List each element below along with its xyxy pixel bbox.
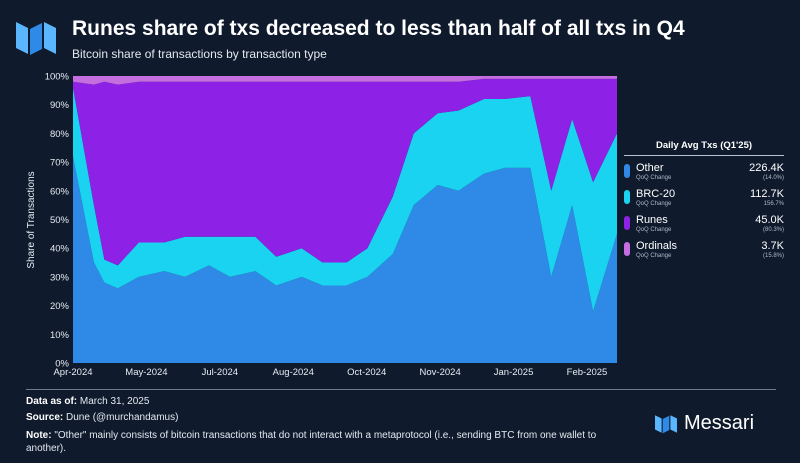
note: Note: "Other" mainly consists of bitcoin… [26, 429, 636, 455]
brand-name: Messari [684, 412, 755, 434]
stacked-area-chart: 0% 10% 20% 30% 40% 50% 60% 70% 80% 90% 100% Apr-20… [26, 72, 617, 378]
y-tick-label: 80% [50, 129, 70, 140]
legend-swatch-brc20 [624, 190, 630, 204]
y-tick-label: 70% [50, 158, 70, 169]
y-tick-label: 10% [50, 330, 70, 341]
legend-item-runes: Runes QoQ Change 45.0K (80.3%) [624, 213, 784, 239]
messari-mark-icon [655, 415, 677, 434]
legend-divider [624, 155, 784, 156]
data-as-of: Data as of: March 31, 2025 [26, 396, 149, 407]
data-as-of-label: Data as of: [26, 396, 78, 407]
y-tick-label: 90% [50, 100, 70, 111]
x-tick-label: Feb-2025 [567, 367, 608, 378]
note-value: "Other" mainly consists of bitcoin trans… [26, 430, 597, 454]
legend-item-brc20: BRC-20 QoQ Change 112.7K 156.7% [624, 187, 784, 213]
x-tick-label: May-2024 [125, 367, 167, 378]
legend-value: 112.7K [749, 188, 784, 200]
footer-divider [26, 389, 776, 390]
legend-swatch-ordinals [624, 242, 630, 256]
plot-areas [73, 76, 617, 363]
x-tick-label: Jul-2024 [202, 367, 238, 378]
legend-item-ordinals: Ordinals QoQ Change 3.7K (15.8%) [624, 239, 784, 265]
y-tick-label: 30% [50, 272, 70, 283]
legend-change: 156.7% [763, 201, 784, 207]
area-series-runes [73, 78, 617, 266]
legend-title: Daily Avg Txs (Q1'25) [655, 140, 753, 151]
legend-name: Other [636, 162, 664, 174]
legend-qoq-label: QoQ Change [636, 253, 672, 259]
note-label: Note: [26, 430, 52, 441]
y-tick-label: 0% [55, 359, 69, 370]
legend-name: Ordinals [636, 240, 677, 252]
data-as-of-value: March 31, 2025 [79, 396, 150, 407]
legend-change: (14.0%) [762, 175, 784, 181]
legend-value: 45.0K [755, 214, 784, 226]
legend-change: (15.8%) [762, 253, 784, 259]
legend-name: BRC-20 [636, 188, 676, 200]
y-axis-ticks: 0% 10% 20% 30% 40% 50% 60% 70% 80% 90% 100% [45, 72, 70, 370]
legend-swatch-runes [624, 216, 630, 230]
x-tick-label: Jan-2025 [494, 367, 534, 378]
x-tick-label: Apr-2024 [53, 367, 92, 378]
x-axis-ticks: Apr-2024 May-2024 Jul-2024 Aug-2024 Oct-2024… [53, 367, 607, 378]
area-series-ordinals [73, 76, 617, 85]
y-tick-label: 40% [50, 244, 70, 255]
chart-title: Runes share of txs decreased to less tha… [72, 17, 685, 40]
source: Source: Dune (@murchandamus) [26, 412, 178, 423]
y-axis-label: Share of Transactions [26, 171, 37, 268]
legend-name: Runes [636, 214, 668, 226]
messari-brand: Messari [654, 412, 784, 436]
legend-change: (80.3%) [762, 227, 784, 233]
y-tick-label: 50% [50, 215, 70, 226]
x-tick-label: Nov-2024 [420, 367, 461, 378]
area-series-brc20 [73, 87, 617, 312]
legend-value: 226.4K [749, 162, 784, 174]
legend-item-other: Other QoQ Change 226.4K (14.0%) [624, 161, 784, 187]
area-series-other [73, 156, 617, 363]
legend: Daily Avg Txs (Q1'25) Other QoQ Change 2… [624, 140, 784, 265]
x-tick-label: Aug-2024 [273, 367, 314, 378]
x-tick-label: Oct-2024 [347, 367, 386, 378]
legend-qoq-label: QoQ Change [636, 175, 672, 181]
legend-qoq-label: QoQ Change [636, 201, 672, 207]
source-value: Dune (@murchandamus) [66, 412, 179, 423]
y-tick-label: 100% [45, 72, 70, 83]
chart-subtitle: Bitcoin share of transactions by transac… [72, 47, 327, 61]
legend-value: 3.7K [761, 240, 784, 252]
y-tick-label: 60% [50, 186, 70, 197]
source-label: Source: [26, 412, 64, 423]
messari-logo-icon [16, 22, 56, 55]
legend-qoq-label: QoQ Change [636, 227, 672, 233]
legend-swatch-other [624, 164, 630, 178]
y-tick-label: 20% [50, 301, 70, 312]
